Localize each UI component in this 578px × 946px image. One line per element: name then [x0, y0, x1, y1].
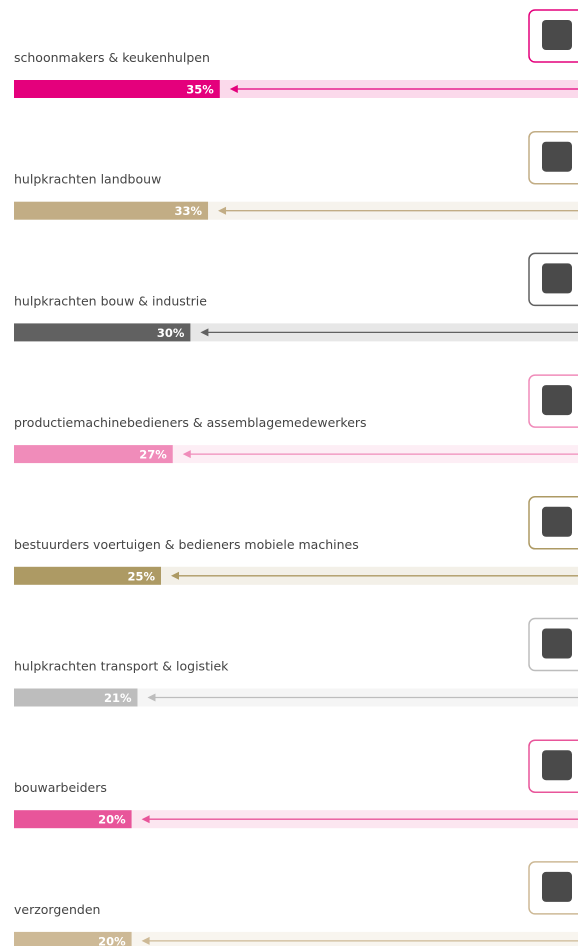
- arrow-head: [182, 450, 191, 459]
- value-label: 20%: [98, 813, 126, 827]
- bar: [14, 931, 132, 946]
- bar: [14, 566, 161, 585]
- icon-glyph: [542, 20, 572, 50]
- value-label: 25%: [127, 569, 155, 583]
- value-label: 21%: [104, 691, 132, 705]
- value-label: 20%: [98, 934, 126, 946]
- icon-glyph: [542, 871, 572, 902]
- icon-glyph: [542, 263, 572, 294]
- icon-glyph: [542, 628, 572, 659]
- category-label: schoonmakers & keukenhulpen: [14, 50, 210, 65]
- bar-track: [131, 931, 578, 946]
- category-label: bouwarbeiders: [14, 780, 107, 795]
- category-label: productiemachinebedieners & assemblageme…: [14, 415, 367, 430]
- arrow-head: [141, 936, 150, 945]
- category-label: verzorgenden: [14, 902, 100, 917]
- value-label: 33%: [175, 204, 203, 218]
- icon-glyph: [542, 750, 572, 781]
- arrow-head: [141, 815, 150, 824]
- value-label: 30%: [157, 326, 185, 340]
- category-label: hulpkrachten bouw & industrie: [14, 293, 207, 308]
- icon-glyph: [542, 385, 572, 416]
- icon-glyph: [542, 141, 572, 172]
- bar: [14, 80, 220, 98]
- arrow-head: [147, 693, 156, 702]
- category-label: bestuurders voertuigen & bedieners mobie…: [14, 537, 359, 552]
- arrow-head: [171, 571, 179, 580]
- arrow-head: [200, 328, 209, 337]
- bar: [14, 201, 209, 220]
- icon-glyph: [542, 506, 572, 537]
- arrow-head: [218, 206, 227, 215]
- bar: [14, 445, 173, 464]
- category-label: hulpkrachten transport & logistiek: [14, 659, 229, 674]
- category-label: hulpkrachten landbouw: [14, 172, 161, 187]
- bar: [14, 323, 191, 342]
- value-label: 35%: [186, 83, 214, 97]
- value-label: 27%: [139, 448, 167, 462]
- bar: [14, 688, 138, 707]
- arrow-head: [229, 85, 238, 93]
- bar: [14, 810, 132, 829]
